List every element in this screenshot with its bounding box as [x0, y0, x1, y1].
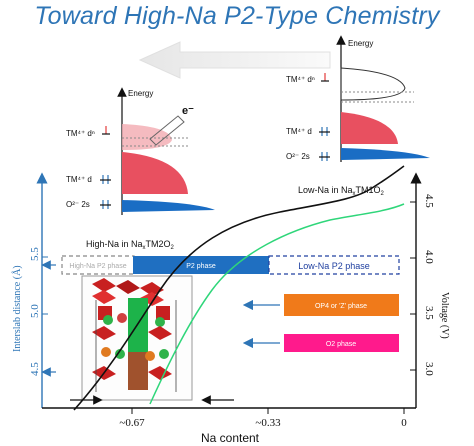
op4-phase-bar: [284, 294, 399, 316]
left-tick-2: 5.0: [29, 304, 41, 318]
spin-arrows-left-1: [102, 126, 110, 135]
x-tick-2: ~0.33: [255, 417, 281, 429]
right-tick-3: 4.0: [423, 250, 435, 264]
voltage-curve-black: [73, 165, 405, 411]
p2-phase-label: P2 phase: [186, 263, 216, 270]
right-tick-1: 3.0: [423, 362, 435, 376]
level-label-left-3: O²⁻ 2s: [66, 200, 90, 209]
interslab-curve-green: [149, 203, 405, 405]
x-axis-ticks: [131, 408, 405, 414]
right-tick-4: 4.5: [423, 194, 435, 208]
spin-arrows-left-2: [100, 175, 111, 184]
low-na-p2-phase-box: [268, 255, 400, 275]
energy-diagram-right: Energy TM⁴⁺ dⁿ TM⁴⁺ d O²⁻ 2s: [286, 35, 430, 162]
o2-phase-label: O2 phase: [326, 341, 356, 348]
x-tick-3: 0: [401, 417, 407, 429]
direction-arrow: [138, 41, 331, 79]
level-label-left-1: TM⁴⁺ dⁿ: [66, 129, 95, 138]
right-tick-2: 3.5: [423, 306, 435, 320]
crystal-structure-inset: [81, 275, 193, 401]
p2-phase-bar: [133, 256, 269, 274]
level-label-left-2: TM⁴⁺ d: [66, 175, 92, 184]
energy-axis-label-right: Energy: [348, 39, 373, 48]
spin-arrows-right-3: [319, 152, 330, 161]
low-na-p2-phase-label: Low-Na P2 phase: [298, 261, 370, 271]
main-plot: 4.5 5.0 5.5 Interslab distance (Å) 3.0 3…: [11, 165, 450, 445]
right-axis-label: Voltage (V): [439, 292, 450, 339]
left-tick-3: 5.5: [29, 247, 41, 261]
o2-phase-bar: [284, 334, 399, 352]
spin-arrows-right-2: [319, 127, 330, 136]
page-title: Toward High-Na P2-Type Chemistry: [34, 2, 440, 30]
high-na-label: High-Na in NaxTM2O2: [86, 239, 175, 251]
energy-diagram-left: Energy e⁻ TM⁴⁺ dⁿ TM⁴⁺ d O²⁻ 2s: [66, 87, 215, 215]
right-axis-ticks: [410, 201, 416, 371]
level-label-right-2: TM⁴⁺ d: [286, 127, 312, 136]
left-tick-1: 4.5: [29, 362, 41, 376]
level-label-right-3: O²⁻ 2s: [286, 152, 310, 161]
level-label-right-1: TM⁴⁺ dⁿ: [286, 75, 315, 84]
spin-arrows-left-3: [100, 200, 111, 209]
high-na-p2-phase-label: High-Na P2 phase: [69, 263, 126, 270]
low-na-label: Low-Na in NaxTM1O2: [298, 185, 385, 197]
left-axis-ticks: [42, 256, 48, 373]
left-axis-label: Interslab distance (Å): [11, 265, 23, 352]
energy-axis-label-left: Energy: [128, 89, 153, 98]
x-tick-1: ~0.67: [119, 417, 145, 429]
electron-label: e⁻: [182, 105, 194, 117]
spin-arrows-right-1: [321, 73, 329, 82]
op4-phase-label: OP4 or 'Z' phase: [315, 303, 367, 310]
x-axis-label: Na content: [201, 431, 260, 445]
